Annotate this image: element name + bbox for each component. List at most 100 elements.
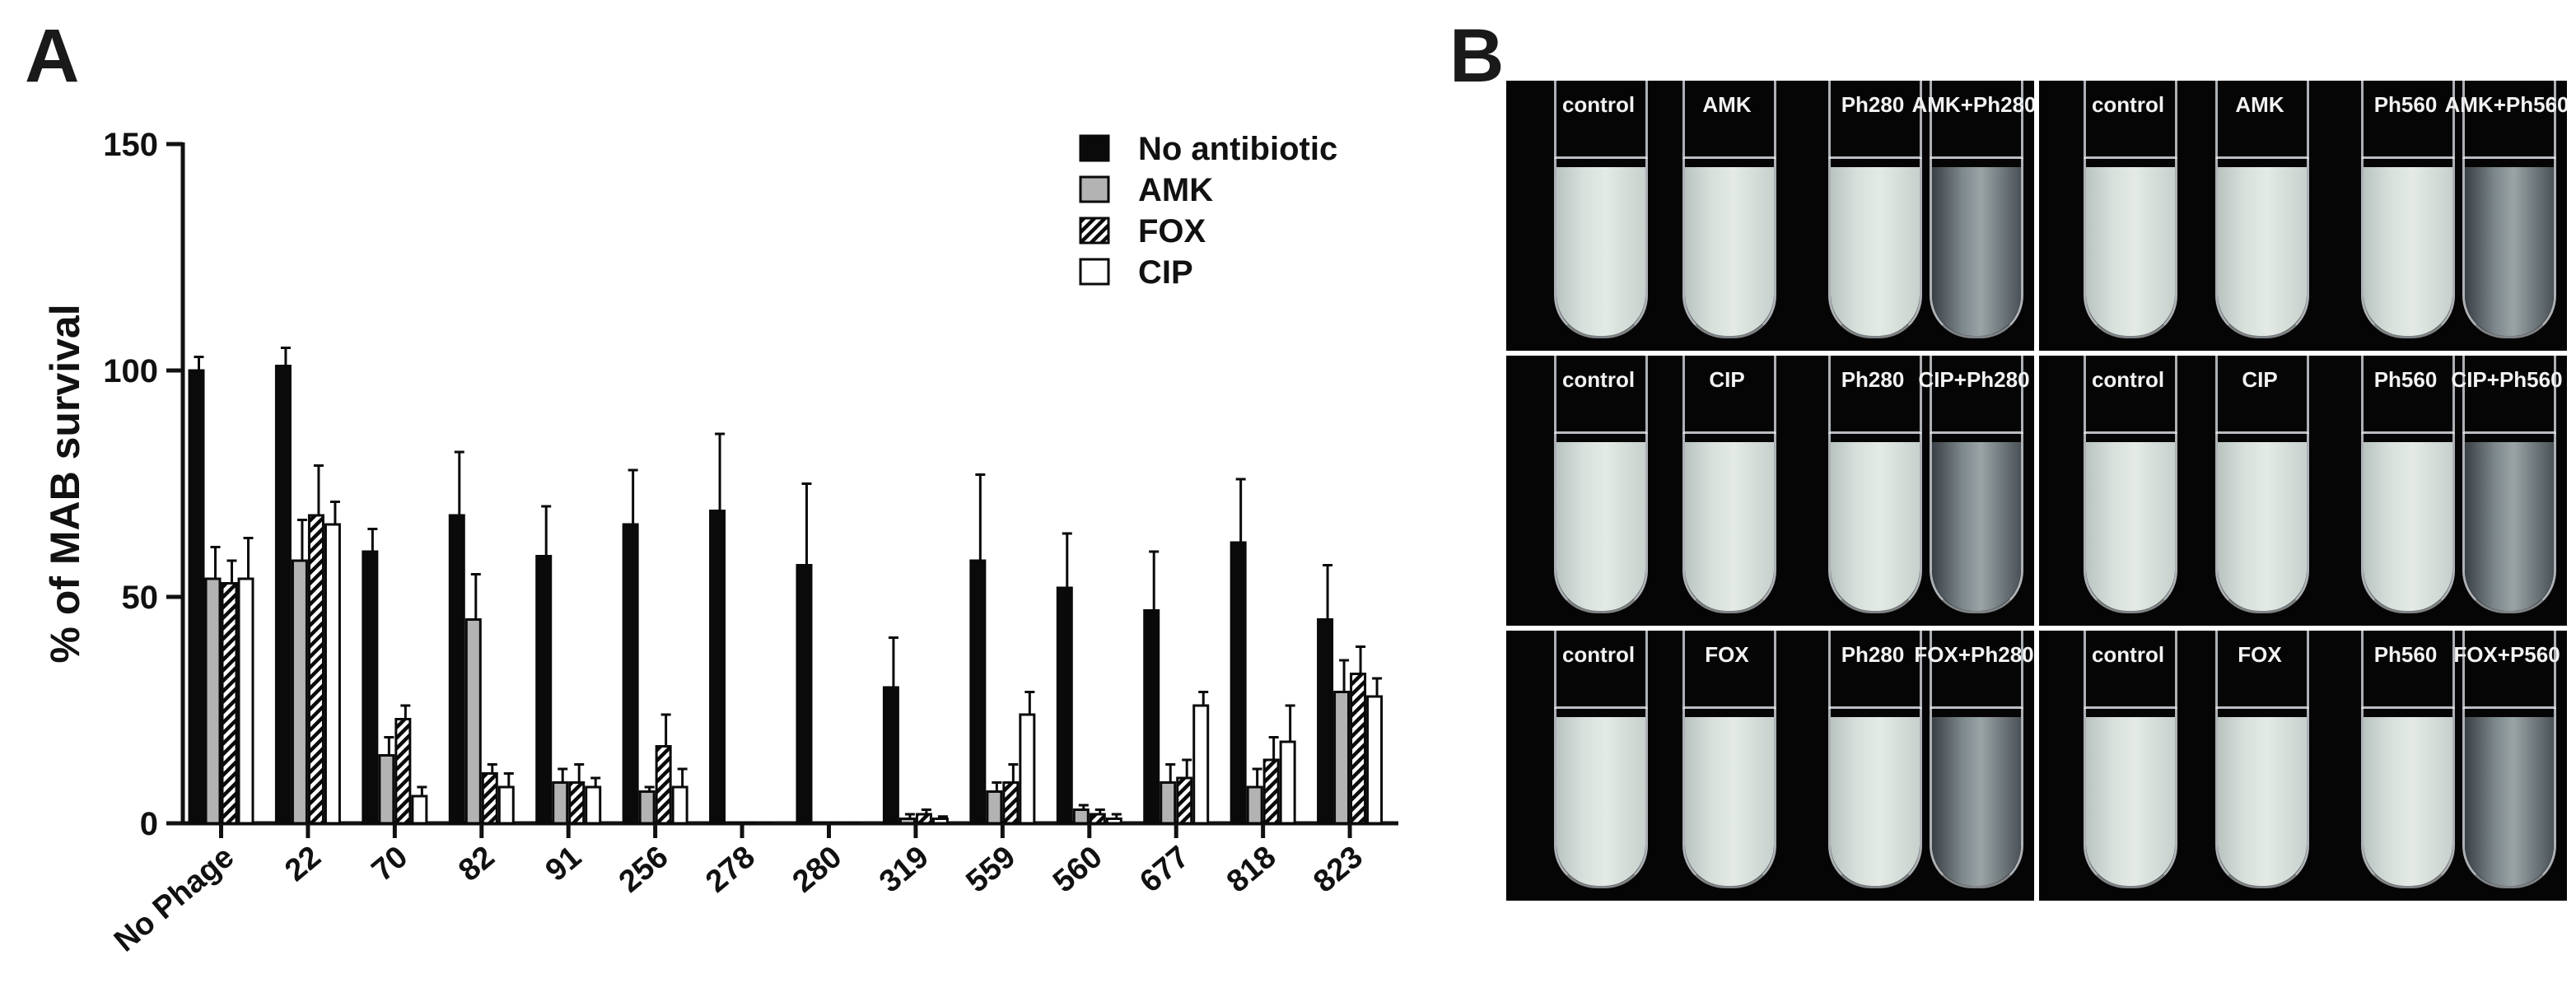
tube-meniscus [1682,706,1776,717]
culture-tube [2084,356,2177,613]
tube-meniscus [1682,156,1776,167]
bar-amk [378,754,395,825]
tube-meniscus [2215,431,2309,442]
culture-tube [2361,81,2455,338]
tube-photo-r1-c1: control AMK Ph280 AMK+Ph280 [1506,81,2034,351]
tube-meniscus [1828,431,1922,442]
legend-swatch-no-antibiotic [1079,134,1110,162]
bar-fox [1176,776,1193,825]
tube-photo-r3-c2: control FOX Ph560 FOX+P560 [2039,631,2567,901]
x-tick-label: 280 [786,840,849,900]
bar-no-antibiotic [188,369,205,825]
bar-no-antibiotic [535,555,553,825]
tube-meniscus [2462,156,2556,167]
bar-no-antibiotic [1230,541,1247,825]
turbid-culture [1831,717,1920,886]
bar-no-antibiotic [1317,618,1334,825]
culture-tube [1682,356,1776,613]
culture-tube [1930,81,2023,338]
bar-no-antibiotic [1056,586,1073,825]
bar-fox [655,745,672,825]
turbid-culture [2218,167,2307,336]
culture-tube [2462,356,2556,613]
tube-meniscus [1930,156,2023,167]
tube-meniscus [1554,431,1648,442]
bar-amk [898,818,916,825]
tube-meniscus [2361,431,2455,442]
bar-cip [1105,818,1122,825]
turbid-culture [1831,167,1920,336]
legend-swatch-cip [1079,258,1110,286]
y-tick-label: 0 [140,806,158,842]
legend-label-amk: AMK [1138,172,1213,208]
tube-photo-r2-c1: control CIP Ph280 CIP+Ph280 [1506,356,2034,626]
bar-amk [986,790,1003,825]
x-tick-label: No Phage [108,840,240,959]
panel-a-letter: A [25,14,80,98]
turbid-culture [2086,167,2175,336]
culture-tube [2215,356,2309,613]
turbid-culture [1556,442,1645,611]
bar-fox [568,781,586,825]
bar-no-antibiotic [969,559,987,825]
bar-amk [464,618,482,825]
tube-meniscus [1554,706,1648,717]
x-tick-label: 256 [613,840,675,900]
tube-meniscus [2084,156,2177,167]
tube-photo-r2-c2: control CIP Ph560 CIP+Ph560 [2039,356,2567,626]
bar-cip [1019,713,1036,825]
turbid-culture [2218,442,2307,611]
turbid-culture [1685,167,1774,336]
bar-cip [671,785,688,825]
bar-fox [1350,673,1367,825]
legend-label-fox: FOX [1138,213,1206,249]
bar-no-antibiotic [448,514,465,825]
x-tick-label: 82 [452,840,501,888]
culture-tube [1828,81,1922,338]
bar-no-antibiotic [709,510,726,825]
clear-culture [2465,167,2554,336]
culture-tube [2361,631,2455,888]
tube-photo-panel: control AMK Ph280 AMK+Ph280 control AMK Ph560 A… [1506,81,2569,901]
bar-amk [204,577,222,825]
bar-cip [1366,695,1384,825]
turbid-culture [1556,717,1645,886]
bar-fox [1262,758,1280,825]
tube-meniscus [1930,431,2023,442]
tube-meniscus [2084,706,2177,717]
turbid-culture [1685,717,1774,886]
turbid-culture [2364,717,2452,886]
bar-cip [411,794,428,825]
bar-amk [552,781,569,825]
y-tick-label: 50 [122,580,159,616]
tube-meniscus [2361,706,2455,717]
bar-no-antibiotic [274,365,292,825]
culture-tube [1554,356,1648,613]
x-tick-label: 560 [1047,840,1109,900]
culture-tube [1682,631,1776,888]
x-tick-label: 22 [278,840,327,888]
bar-cip [1279,740,1296,825]
turbid-culture [1556,167,1645,336]
x-tick-label: 677 [1133,840,1196,900]
bar-fox [221,582,238,825]
culture-tube [1828,631,1922,888]
culture-tube [1682,81,1776,338]
x-tick-label: 823 [1307,840,1370,900]
culture-tube [2084,631,2177,888]
tube-meniscus [2361,156,2455,167]
y-tick-label: 100 [103,353,158,389]
culture-tube [2084,81,2177,338]
tube-meniscus [1828,706,1922,717]
bar-amk [1333,691,1351,825]
turbid-culture [2086,717,2175,886]
bar-cip [1192,704,1210,825]
bar-amk [291,559,308,825]
culture-tube [1930,356,2023,613]
y-axis-label: % of MAB survival [42,304,88,663]
legend-swatch-amk [1079,175,1110,203]
culture-tube [1554,81,1648,338]
bar-no-antibiotic [1143,609,1160,825]
turbid-culture [1685,442,1774,611]
turbid-culture [2364,167,2452,336]
